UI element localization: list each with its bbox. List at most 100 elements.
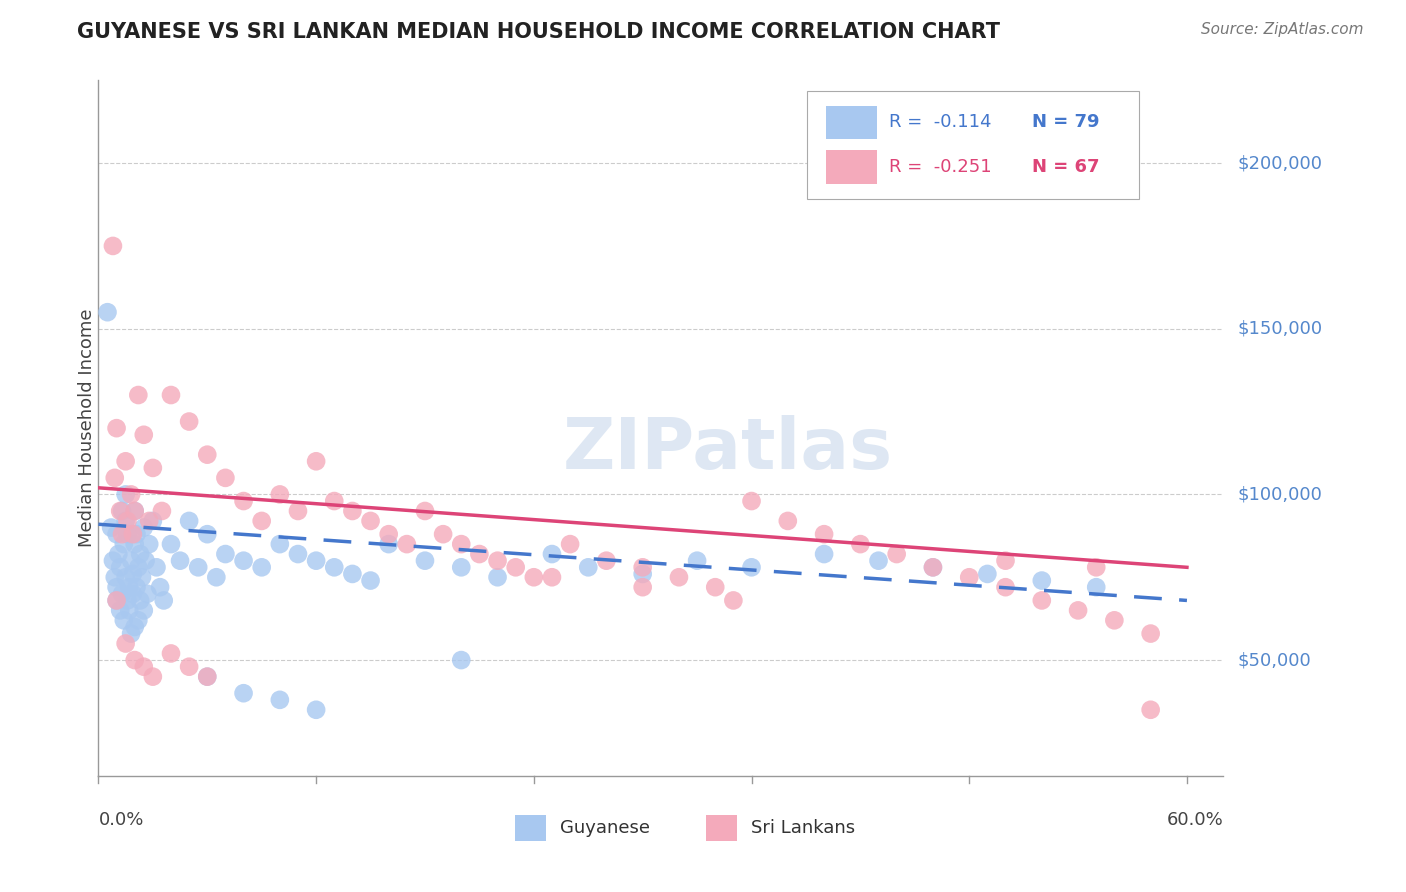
Bar <box>706 815 737 841</box>
Text: Sri Lankans: Sri Lankans <box>751 819 855 838</box>
Point <box>104 471 127 485</box>
Point <box>101 554 124 568</box>
Point <box>138 537 160 551</box>
Point <box>195 527 218 541</box>
Point <box>468 547 491 561</box>
Point <box>117 527 139 541</box>
Text: ZIPatlas: ZIPatlas <box>564 415 893 483</box>
Point <box>576 560 599 574</box>
Point <box>741 560 763 574</box>
Point <box>105 593 128 607</box>
Point <box>160 647 183 661</box>
Point <box>135 554 157 568</box>
Point <box>105 580 128 594</box>
Point <box>631 566 654 581</box>
Point <box>117 514 139 528</box>
Y-axis label: Median Household Income: Median Household Income <box>79 309 96 548</box>
Point <box>342 566 364 581</box>
Point <box>120 626 142 640</box>
Point <box>505 560 527 574</box>
Point <box>142 514 165 528</box>
Point <box>631 580 654 594</box>
Point <box>486 554 509 568</box>
Point <box>120 487 142 501</box>
Point <box>1067 603 1090 617</box>
Point <box>120 554 142 568</box>
Point <box>957 570 980 584</box>
Text: GUYANESE VS SRI LANKAN MEDIAN HOUSEHOLD INCOME CORRELATION CHART: GUYANESE VS SRI LANKAN MEDIAN HOUSEHOLD … <box>77 22 1000 42</box>
Point <box>1104 613 1126 627</box>
Point <box>108 603 131 617</box>
Point <box>450 537 472 551</box>
Point <box>101 239 124 253</box>
Text: 0.0%: 0.0% <box>98 811 143 829</box>
Point <box>1139 703 1161 717</box>
Text: $150,000: $150,000 <box>1237 319 1322 338</box>
Point <box>129 547 152 561</box>
Point <box>129 593 152 607</box>
Point <box>124 620 146 634</box>
Point <box>450 560 472 574</box>
Text: $50,000: $50,000 <box>1237 651 1310 669</box>
Point <box>214 471 236 485</box>
Point <box>541 570 564 584</box>
Text: R =  -0.114: R = -0.114 <box>889 113 991 131</box>
Point <box>142 670 165 684</box>
Point <box>195 670 218 684</box>
Point <box>205 570 228 584</box>
Point <box>269 693 291 707</box>
Point <box>114 636 136 650</box>
Point <box>741 494 763 508</box>
Point <box>179 659 201 673</box>
Point <box>136 587 159 601</box>
Point <box>994 580 1017 594</box>
Point <box>195 670 218 684</box>
Point <box>160 388 183 402</box>
Point <box>994 554 1017 568</box>
Text: N = 79: N = 79 <box>1032 113 1099 131</box>
Point <box>668 570 690 584</box>
Point <box>149 580 172 594</box>
Bar <box>827 106 877 139</box>
Point <box>450 653 472 667</box>
Point <box>305 703 328 717</box>
Point <box>125 580 148 594</box>
Point <box>127 560 149 574</box>
Text: $100,000: $100,000 <box>1237 485 1322 503</box>
Point <box>124 537 146 551</box>
Point <box>132 427 155 442</box>
Point <box>922 560 945 574</box>
Point <box>118 580 141 594</box>
Point <box>142 461 165 475</box>
Point <box>179 514 201 528</box>
Text: N = 67: N = 67 <box>1032 158 1099 176</box>
Point <box>360 514 382 528</box>
Point <box>152 593 174 607</box>
Point <box>595 554 617 568</box>
Point <box>160 537 183 551</box>
Text: Source: ZipAtlas.com: Source: ZipAtlas.com <box>1201 22 1364 37</box>
Text: Guyanese: Guyanese <box>560 819 650 838</box>
Point <box>105 593 128 607</box>
Point <box>1031 574 1053 588</box>
Point <box>100 520 122 534</box>
Point <box>187 560 209 574</box>
Bar <box>515 815 546 841</box>
Point <box>107 547 129 561</box>
Point <box>323 494 346 508</box>
Point <box>686 554 709 568</box>
Point <box>868 554 890 568</box>
Point <box>269 537 291 551</box>
Point <box>813 547 835 561</box>
Point <box>108 560 131 574</box>
Bar <box>827 150 877 184</box>
Point <box>486 570 509 584</box>
Point <box>105 421 128 435</box>
Point <box>232 494 254 508</box>
Point <box>558 537 581 551</box>
Point <box>232 554 254 568</box>
Point <box>250 514 273 528</box>
Point <box>1085 580 1108 594</box>
Text: 60.0%: 60.0% <box>1167 811 1223 829</box>
Point <box>1031 593 1053 607</box>
